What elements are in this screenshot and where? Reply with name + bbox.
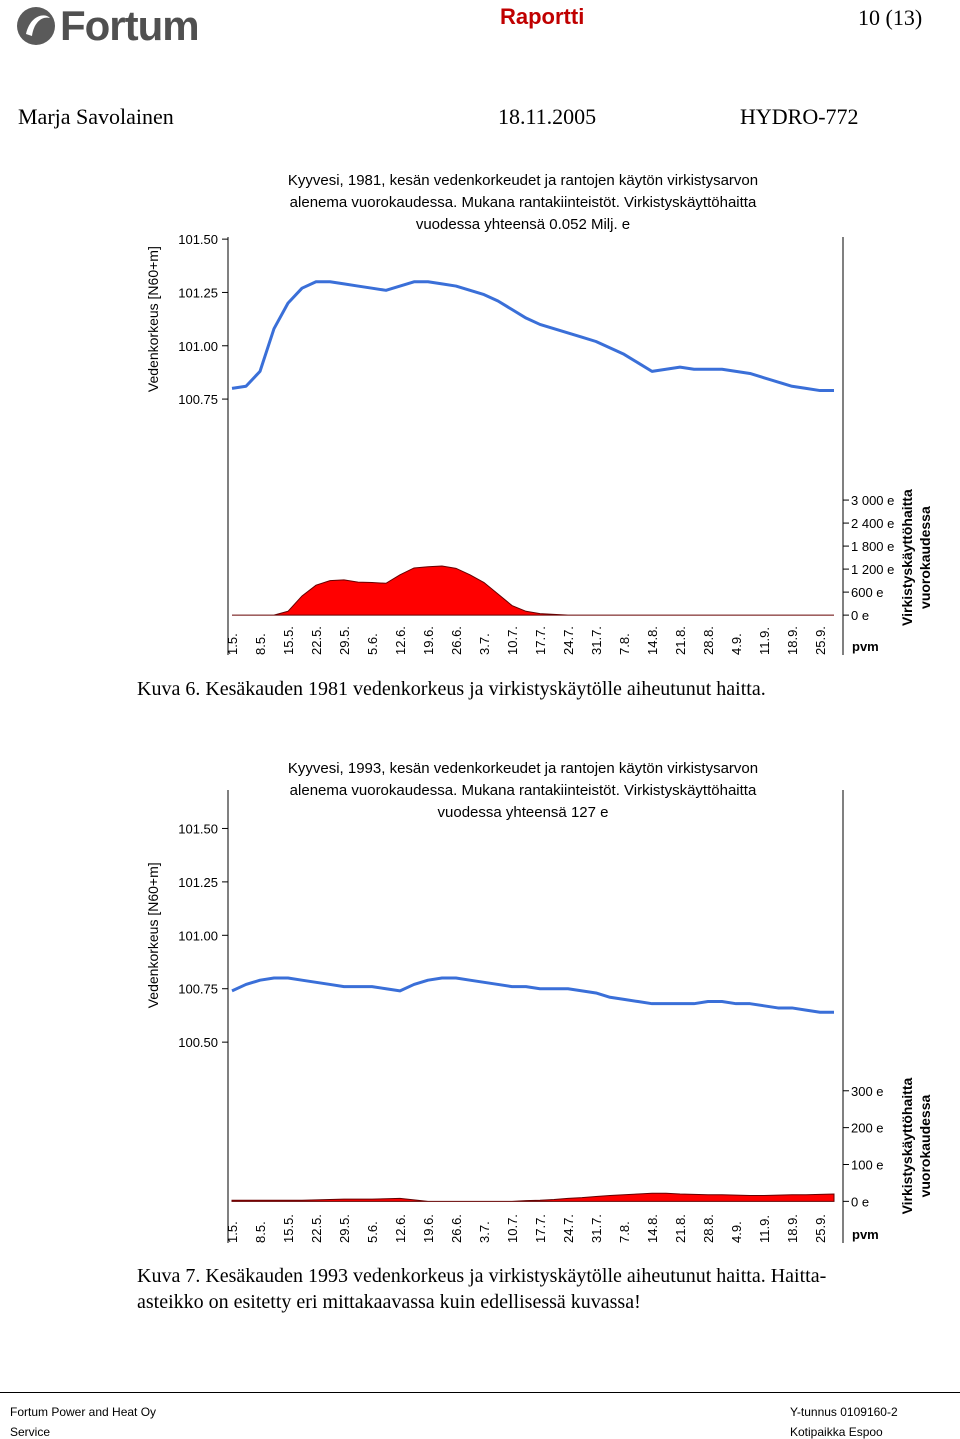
x-tick-label: 19.6. [421, 626, 436, 655]
y2-axis-label: Virkistyskäyttöhaitta [899, 1078, 915, 1215]
x-tick-label: 12.6. [393, 1214, 408, 1243]
x-tick-label: 21.8. [673, 626, 688, 655]
y-tick-label: 101.00 [178, 339, 218, 354]
y-axis-label: Vedenkorkeus [N60+m] [145, 862, 161, 1008]
y-tick-label: 101.25 [178, 285, 218, 300]
y2-tick-label: 100 e [851, 1157, 884, 1172]
x-tick-label: 18.9. [785, 626, 800, 655]
x-tick-label: 10.7. [505, 1214, 520, 1243]
x-tick-label: 1.5. [225, 1221, 240, 1243]
y2-tick-label: 0 e [851, 1194, 869, 1209]
x-tick-label: 8.5. [253, 633, 268, 655]
y-axis-label: Vedenkorkeus [N60+m] [145, 246, 161, 392]
y2-tick-label: 3 000 e [851, 493, 894, 508]
logo-icon [17, 7, 55, 45]
chart: Kyyvesi, 1981, kesän vedenkorkeudet ja r… [145, 172, 933, 655]
x-tick-label: 4.9. [729, 633, 744, 655]
x-tick-label: 31.7. [589, 626, 604, 655]
x-tick-label: 31.7. [589, 1214, 604, 1243]
x-tick-label: 14.8. [645, 626, 660, 655]
x-tick-label: 22.5. [309, 626, 324, 655]
author: Marja Savolainen [18, 104, 174, 129]
logo-text: Fortum [60, 2, 200, 49]
x-tick-label: 28.8. [701, 1214, 716, 1243]
y-tick-label: 101.50 [178, 821, 218, 836]
x-tick-label: 18.9. [785, 1214, 800, 1243]
y2-tick-label: 1 200 e [851, 562, 894, 577]
chart-title: Kyyvesi, 1981, kesän vedenkorkeudet ja r… [288, 172, 758, 189]
y-tick-label: 100.75 [178, 982, 218, 997]
x-axis-label: pvm [852, 639, 879, 654]
x-tick-label: 11.9. [757, 627, 772, 655]
footer-business-id: Y-tunnus 0109160-2 [790, 1405, 898, 1419]
x-tick-label: 17.7. [533, 1214, 548, 1243]
x-tick-label: 21.8. [673, 1214, 688, 1243]
caption: asteikko on esitetty eri mittakaavassa k… [137, 1291, 641, 1313]
chart-title: vuodessa yhteensä 0.052 Milj. e [416, 216, 630, 233]
doc-type: Raportti [500, 4, 585, 29]
x-tick-label: 7.8. [617, 1221, 632, 1243]
x-tick-label: 22.5. [309, 1214, 324, 1243]
x-tick-label: 29.5. [337, 626, 352, 655]
y-tick-label: 101.50 [178, 232, 218, 247]
doc-id: HYDRO-772 [740, 104, 859, 129]
x-tick-label: 17.7. [533, 626, 548, 655]
x-tick-label: 25.9. [813, 626, 828, 655]
x-tick-label: 15.5. [281, 1214, 296, 1243]
y2-tick-label: 2 400 e [851, 516, 894, 531]
x-tick-label: 26.6. [449, 1214, 464, 1243]
x-tick-label: 4.9. [729, 1221, 744, 1243]
x-tick-label: 28.8. [701, 626, 716, 655]
footer-rule [0, 1392, 960, 1393]
page-number: 10 (13) [858, 5, 923, 30]
x-tick-label: 26.6. [449, 626, 464, 655]
x-tick-label: 5.6. [365, 633, 380, 655]
y2-tick-label: 600 e [851, 585, 884, 600]
x-tick-label: 7.8. [617, 633, 632, 655]
footer-company: Fortum Power and Heat Oy [10, 1405, 157, 1419]
chart-title: vuodessa yhteensä 127 e [438, 804, 609, 821]
x-tick-label: 3.7. [477, 1221, 492, 1243]
y2-axis-label: vuorokaudessa [917, 1094, 933, 1197]
x-tick-label: 14.8. [645, 1214, 660, 1243]
x-tick-label: 11.9. [757, 1215, 772, 1243]
y-tick-label: 101.00 [178, 928, 218, 943]
date: 18.11.2005 [498, 104, 597, 129]
y2-tick-label: 1 800 e [851, 539, 894, 554]
chart: Kyyvesi, 1993, kesän vedenkorkeudet ja r… [145, 760, 933, 1243]
water-level-line [231, 976, 834, 1014]
x-tick-label: 29.5. [337, 1214, 352, 1243]
footer-unit: Service [10, 1425, 51, 1439]
x-tick-label: 3.7. [477, 633, 492, 655]
x-tick-label: 24.7. [561, 626, 576, 655]
chart-title: alenema vuorokaudessa. Mukana rantakiint… [290, 194, 757, 211]
x-axis-label: pvm [852, 1227, 879, 1242]
y2-tick-label: 0 e [851, 608, 869, 623]
x-tick-label: 19.6. [421, 1214, 436, 1243]
chart-title: alenema vuorokaudessa. Mukana rantakiint… [290, 782, 757, 799]
y2-tick-label: 300 e [851, 1084, 884, 1099]
y2-tick-label: 200 e [851, 1121, 884, 1136]
caption: Kuva 6. Kesäkauden 1981 vedenkorkeus ja … [137, 678, 766, 700]
harm-area [231, 1192, 835, 1202]
footer-domicile: Kotipaikka Espoo [790, 1425, 883, 1439]
x-tick-label: 24.7. [561, 1214, 576, 1243]
x-tick-label: 25.9. [813, 1214, 828, 1243]
x-tick-label: 15.5. [281, 626, 296, 655]
y2-axis-label: Virkistyskäyttöhaitta [899, 489, 915, 626]
harm-area [232, 565, 834, 616]
y-tick-label: 101.25 [178, 875, 218, 890]
x-tick-label: 1.5. [225, 633, 240, 655]
y-tick-label: 100.75 [178, 392, 218, 407]
x-tick-label: 12.6. [393, 626, 408, 655]
x-tick-label: 8.5. [253, 1221, 268, 1243]
caption: Kuva 7. Kesäkauden 1993 vedenkorkeus ja … [137, 1265, 827, 1287]
x-tick-label: 5.6. [365, 1221, 380, 1243]
water-level-line [231, 280, 834, 393]
y2-axis-label: vuorokaudessa [917, 506, 933, 609]
x-tick-label: 10.7. [505, 626, 520, 655]
y-tick-label: 100.50 [178, 1035, 218, 1050]
chart-title: Kyyvesi, 1993, kesän vedenkorkeudet ja r… [288, 760, 758, 777]
